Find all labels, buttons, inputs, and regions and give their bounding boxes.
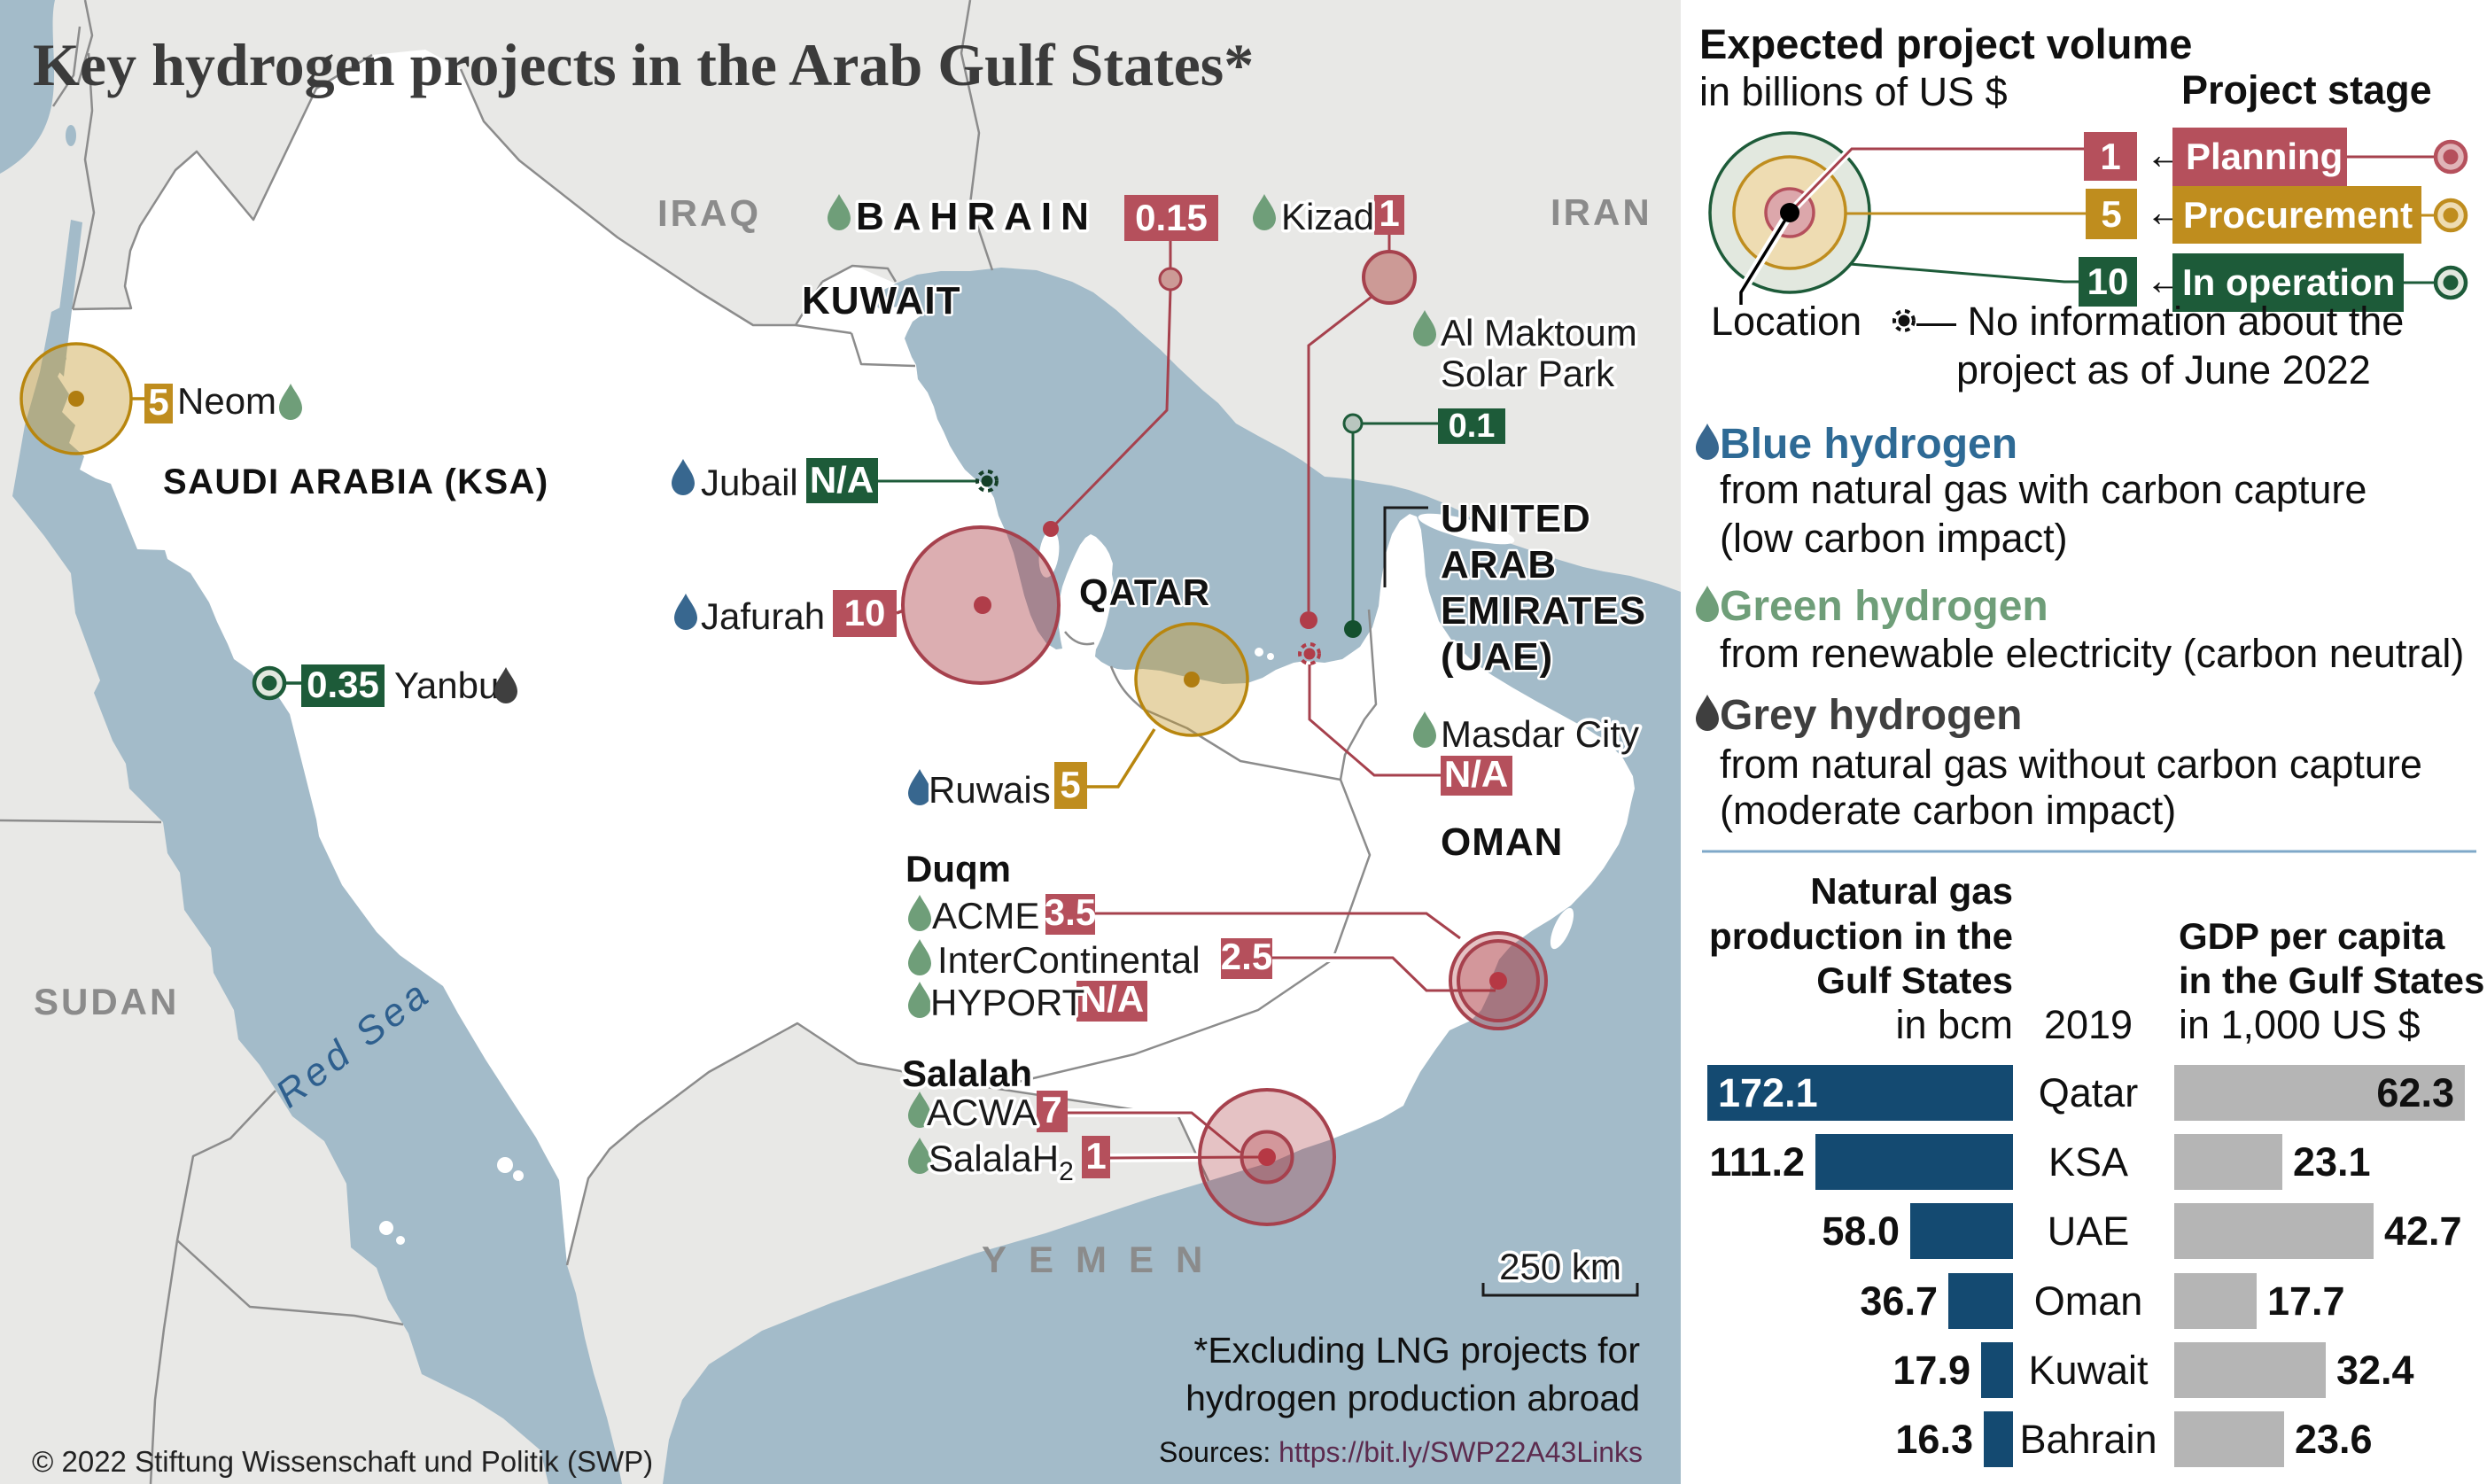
svg-text:in bcm: in bcm bbox=[1895, 1002, 2013, 1047]
svg-text:Jubail: Jubail bbox=[701, 462, 798, 503]
svg-text:(moderate carbon impact): (moderate carbon impact) bbox=[1720, 788, 2176, 833]
svg-text:IRAN: IRAN bbox=[1550, 191, 1652, 233]
svg-text:16.3: 16.3 bbox=[1895, 1417, 1973, 1462]
svg-text:Grey hydrogen: Grey hydrogen bbox=[1720, 692, 2022, 739]
svg-text:from natural gas with carbon c: from natural gas with carbon capture bbox=[1720, 467, 2367, 512]
svg-text:Kizad: Kizad bbox=[1281, 196, 1374, 237]
svg-text:5: 5 bbox=[2101, 193, 2121, 235]
svg-text:in 1,000 US $: in 1,000 US $ bbox=[2179, 1002, 2421, 1047]
svg-text:Al Maktoum: Al Maktoum bbox=[1441, 312, 1637, 354]
svg-text:Qatar: Qatar bbox=[2039, 1070, 2139, 1115]
svg-text:10: 10 bbox=[844, 592, 886, 633]
svg-text:0.15: 0.15 bbox=[1135, 197, 1208, 238]
svg-text:Jafurah: Jafurah bbox=[701, 595, 825, 637]
svg-text:*Excluding LNG projects for: *Excluding LNG projects for bbox=[1193, 1330, 1640, 1371]
svg-text:Natural gas: Natural gas bbox=[1810, 870, 2013, 912]
svg-text:Project stage: Project stage bbox=[2181, 67, 2432, 113]
svg-text:ACWA: ACWA bbox=[927, 1092, 1037, 1133]
svg-text:EMIRATES: EMIRATES bbox=[1441, 589, 1646, 633]
svg-text:23.6: 23.6 bbox=[2295, 1417, 2373, 1462]
svg-text:Masdar City: Masdar City bbox=[1441, 713, 1639, 755]
svg-text:2.5: 2.5 bbox=[1221, 936, 1272, 977]
svg-text:N/A: N/A bbox=[1444, 753, 1508, 795]
svg-text:(UAE): (UAE) bbox=[1441, 635, 1553, 679]
svg-text:production in the: production in the bbox=[1709, 915, 2013, 957]
svg-text:0.1: 0.1 bbox=[1449, 408, 1496, 445]
svg-text:project as of June 2022: project as of June 2022 bbox=[1956, 347, 2371, 392]
svg-text:23.1: 23.1 bbox=[2293, 1139, 2371, 1185]
svg-text:2019: 2019 bbox=[2044, 1002, 2133, 1047]
svg-text:Sources: https://bit.ly/SWP22A: Sources: https://bit.ly/SWP22A43Links bbox=[1159, 1436, 1643, 1468]
svg-text:SalalaH2: SalalaH2 bbox=[929, 1138, 1074, 1186]
svg-text:42.7: 42.7 bbox=[2384, 1208, 2462, 1254]
svg-text:N/A: N/A bbox=[810, 459, 874, 501]
svg-text:Expected project volume: Expected project volume bbox=[1699, 20, 2192, 67]
svg-text:3.5: 3.5 bbox=[1045, 891, 1096, 933]
svg-text:Planning: Planning bbox=[2186, 136, 2343, 177]
svg-text:YEMEN: YEMEN bbox=[982, 1239, 1224, 1280]
svg-text:In operation: In operation bbox=[2182, 261, 2395, 303]
svg-text:Duqm: Duqm bbox=[905, 848, 1011, 890]
svg-text:Bahrain: Bahrain bbox=[2019, 1417, 2157, 1462]
svg-text:Gulf States: Gulf States bbox=[1816, 960, 2013, 1001]
svg-text:17.9: 17.9 bbox=[1892, 1348, 1970, 1393]
svg-text:© 2022 Stiftung Wissenschaft: © 2022 Stiftung Wissenschaft und Politik… bbox=[32, 1445, 653, 1478]
svg-text:Yanbu: Yanbu bbox=[394, 664, 499, 706]
svg-text:OMAN: OMAN bbox=[1441, 820, 1563, 864]
svg-text:in the Gulf States: in the Gulf States bbox=[2179, 960, 2484, 1001]
svg-text:GDP per capita: GDP per capita bbox=[2179, 915, 2445, 957]
svg-text:KUWAIT: KUWAIT bbox=[802, 279, 961, 322]
svg-text:17.7: 17.7 bbox=[2267, 1278, 2345, 1324]
svg-text:32.4: 32.4 bbox=[2336, 1348, 2414, 1393]
svg-text:— No information about the: — No information about the bbox=[1916, 299, 2404, 344]
svg-text:SUDAN: SUDAN bbox=[34, 981, 179, 1022]
svg-text:ACME: ACME bbox=[932, 895, 1039, 936]
svg-text:Green hydrogen: Green hydrogen bbox=[1720, 583, 2048, 630]
svg-text:Solar Park: Solar Park bbox=[1441, 353, 1615, 394]
svg-text:Neom: Neom bbox=[177, 380, 276, 422]
svg-text:Kuwait: Kuwait bbox=[2028, 1348, 2149, 1393]
svg-text:0.35: 0.35 bbox=[307, 664, 379, 705]
svg-text:ARAB: ARAB bbox=[1441, 543, 1557, 587]
svg-text:1: 1 bbox=[1085, 1135, 1106, 1177]
svg-text:250 km: 250 km bbox=[1499, 1246, 1621, 1287]
svg-text:from renewable electricity (ca: from renewable electricity (carbon neutr… bbox=[1720, 631, 2464, 676]
svg-text:(low carbon impact): (low carbon impact) bbox=[1720, 516, 2068, 561]
svg-text:58.0: 58.0 bbox=[1822, 1208, 1900, 1254]
svg-text:UNITED: UNITED bbox=[1441, 497, 1591, 540]
svg-text:62.3: 62.3 bbox=[2376, 1070, 2454, 1115]
svg-text:InterContinental: InterContinental bbox=[937, 939, 1201, 981]
svg-text:Oman: Oman bbox=[2034, 1278, 2143, 1324]
svg-text:10: 10 bbox=[2087, 260, 2129, 302]
svg-text:Ruwais: Ruwais bbox=[929, 769, 1051, 811]
svg-text:Location: Location bbox=[1711, 299, 1861, 344]
svg-text:HYPORT: HYPORT bbox=[930, 982, 1084, 1023]
svg-text:5: 5 bbox=[1060, 764, 1080, 805]
svg-text:from natural gas without carbo: from natural gas without carbon capture bbox=[1720, 742, 2422, 787]
svg-text:KSA: KSA bbox=[2048, 1139, 2128, 1185]
svg-text:N/A: N/A bbox=[1080, 978, 1144, 1020]
svg-text:QATAR: QATAR bbox=[1079, 571, 1210, 613]
svg-text:172.1: 172.1 bbox=[1718, 1070, 1818, 1115]
svg-text:UAE: UAE bbox=[2048, 1208, 2130, 1254]
svg-text:Key hydrogen projects in the A: Key hydrogen projects in the Arab Gulf S… bbox=[33, 31, 1254, 98]
svg-text:7: 7 bbox=[1041, 1089, 1061, 1130]
svg-text:1: 1 bbox=[1379, 192, 1399, 234]
svg-text:Salalah: Salalah bbox=[902, 1053, 1032, 1094]
svg-text:Blue hydrogen: Blue hydrogen bbox=[1720, 421, 2017, 468]
svg-text:hydrogen production abroad: hydrogen production abroad bbox=[1185, 1378, 1640, 1418]
svg-text:SAUDI ARABIA (KSA): SAUDI ARABIA (KSA) bbox=[163, 462, 549, 501]
svg-text:111.2: 111.2 bbox=[1709, 1139, 1805, 1185]
svg-text:5: 5 bbox=[148, 381, 168, 423]
svg-text:36.7: 36.7 bbox=[1860, 1278, 1938, 1324]
svg-text:BAHRAIN: BAHRAIN bbox=[856, 195, 1098, 238]
svg-text:IRAQ: IRAQ bbox=[657, 192, 761, 234]
svg-text:1: 1 bbox=[2100, 136, 2120, 177]
svg-text:Procurement: Procurement bbox=[2183, 194, 2413, 236]
svg-text:in billions of US $: in billions of US $ bbox=[1699, 69, 2008, 114]
